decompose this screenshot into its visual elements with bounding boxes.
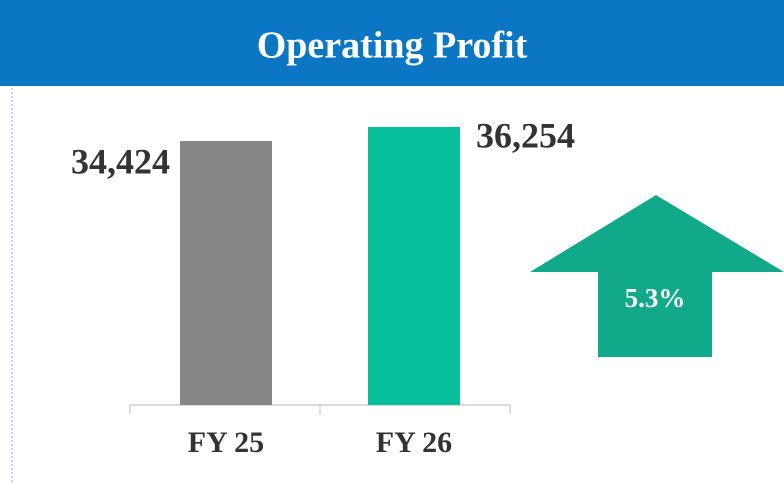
increase-arrow: 5.3% [530, 195, 784, 357]
bar [180, 141, 272, 405]
header-band [0, 0, 784, 86]
bar [368, 127, 460, 405]
arrow-shape [530, 195, 784, 357]
x-tick-label: FY 25 [188, 426, 264, 459]
value-label: 34,424 [71, 141, 170, 181]
change-label: 5.3% [625, 283, 686, 313]
chart-title: Operating Profit [257, 25, 528, 67]
x-tick-label: FY 26 [376, 426, 452, 459]
value-label: 36,254 [476, 115, 575, 155]
